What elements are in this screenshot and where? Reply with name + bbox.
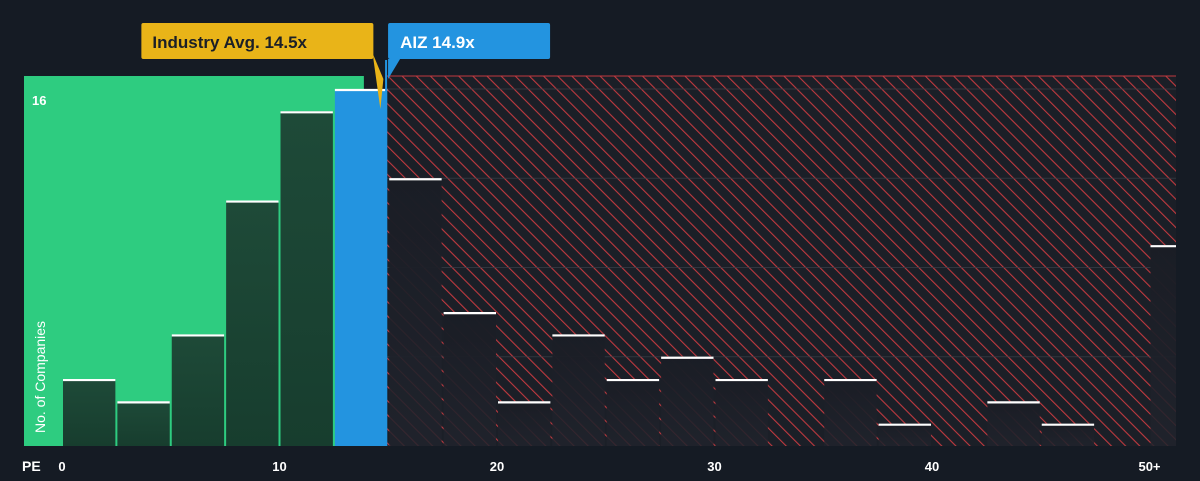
histogram-bar bbox=[63, 379, 116, 446]
histogram-bar bbox=[606, 379, 660, 446]
bars-layer bbox=[63, 60, 1176, 446]
histogram-bar bbox=[280, 111, 333, 446]
x-tick-label: 0 bbox=[58, 459, 65, 474]
histogram-bar bbox=[117, 401, 170, 446]
axes-layer: 16 No. of Companies PE 0 10 20 30 40 50+ bbox=[22, 93, 1161, 474]
histogram-bar bbox=[171, 334, 225, 446]
histogram-bar bbox=[1041, 423, 1095, 446]
company-badge bbox=[388, 23, 551, 59]
histogram-bar bbox=[715, 379, 768, 446]
industry-avg-label: Industry Avg. 14.5x bbox=[152, 33, 307, 52]
histogram-bar bbox=[878, 423, 931, 446]
badges-layer: Industry Avg. 14.5x AIZ 14.9x bbox=[141, 23, 551, 109]
histogram-bar bbox=[552, 334, 605, 446]
y-tick-label: 16 bbox=[32, 93, 46, 108]
industry-avg-pointer bbox=[373, 55, 384, 109]
company-bar bbox=[334, 89, 388, 446]
histogram-bar bbox=[498, 401, 551, 446]
x-tick-label: 50+ bbox=[1138, 459, 1160, 474]
company-badge-pointer bbox=[388, 59, 401, 79]
histogram-bar bbox=[443, 312, 496, 446]
x-axis-label: PE bbox=[22, 458, 41, 474]
histogram-bar bbox=[824, 379, 877, 446]
histogram-bar bbox=[226, 200, 279, 446]
x-tick-label: 10 bbox=[272, 459, 286, 474]
industry-avg-badge bbox=[141, 23, 374, 59]
gridlines-layer bbox=[386, 75, 1176, 358]
red-hatched-zone bbox=[386, 76, 1176, 446]
histogram-bar bbox=[1150, 245, 1176, 446]
histogram-bar bbox=[389, 178, 442, 446]
x-tick-label: 20 bbox=[490, 459, 504, 474]
histogram-bar bbox=[661, 356, 714, 446]
x-tick-label: 40 bbox=[925, 459, 939, 474]
company-label: AIZ 14.9x bbox=[400, 33, 475, 52]
x-tick-label: 30 bbox=[707, 459, 721, 474]
y-axis-label: No. of Companies bbox=[32, 321, 48, 433]
histogram-bar bbox=[987, 401, 1040, 446]
